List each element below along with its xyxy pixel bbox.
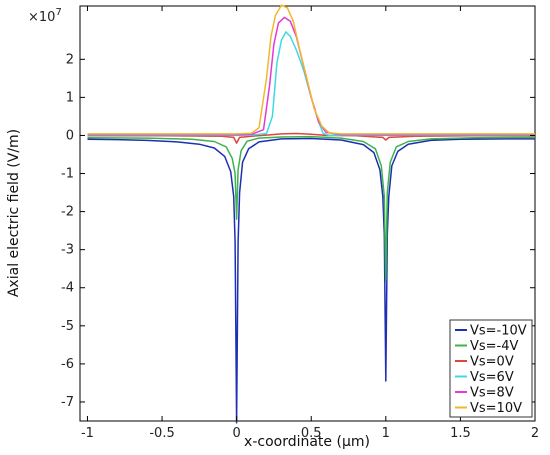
legend-entry: Vs=6V (470, 370, 514, 385)
series-line (87, 135, 536, 281)
x-tick-label: -0.5 (149, 426, 174, 441)
series-line (87, 4, 535, 135)
legend-entry: Vs=10V (470, 401, 522, 416)
x-tick-label: 1 (382, 426, 390, 441)
legend-entry: Vs=0V (470, 355, 514, 370)
x-tick-label: 2 (531, 426, 539, 441)
x-tick-label: 1.5 (450, 426, 471, 441)
y-tick-label: 0 (66, 128, 74, 143)
y-tick-label: -4 (61, 281, 74, 296)
legend-entry: Vs=8V (470, 386, 514, 401)
y-tick-label: -5 (61, 319, 74, 334)
x-ticks: -1 -0.5 0 0.5 1 1.5 2 (81, 6, 539, 441)
series-line (87, 137, 535, 424)
y-tick-label: 2 (66, 52, 74, 67)
x-tick-label: -1 (81, 426, 94, 441)
legend-box (449, 319, 533, 418)
series-line (87, 31, 535, 137)
series-line (87, 132, 535, 144)
y-multiplier-label: ×107 (28, 7, 62, 25)
legend-entry: Vs=-10V (470, 324, 527, 339)
y-tick-label: -3 (61, 243, 74, 258)
y-tick-label: -6 (61, 357, 74, 372)
x-tick-label: 0 (232, 426, 240, 441)
y-tick-label: -2 (61, 205, 74, 220)
series-line (87, 16, 535, 136)
y-multiplier-exponent: 7 (55, 7, 61, 18)
x-axis-label: x-coordinate (µm) (244, 434, 370, 450)
legend-entry: Vs=-4V (470, 339, 519, 354)
y-axis-label: Axial electric field (V/m) (6, 129, 22, 297)
plot-area (87, 4, 536, 424)
plot-frame (79, 5, 536, 422)
y-tick-label: -1 (61, 167, 74, 182)
y-tick-label: -7 (61, 395, 74, 410)
y-ticks: -7 -6 -5 -4 -3 -2 -1 0 1 2 (61, 52, 535, 410)
y-tick-label: 1 (66, 90, 74, 105)
x-tick-label: 0.5 (301, 426, 322, 441)
